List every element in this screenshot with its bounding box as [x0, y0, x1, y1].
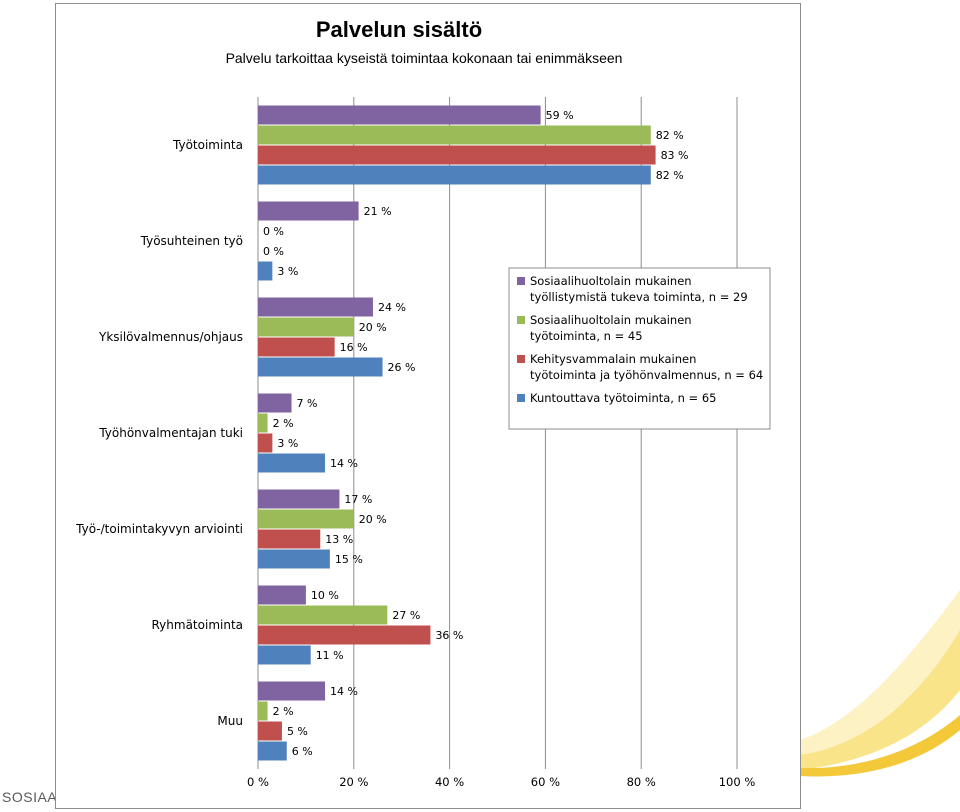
category-label-tyohonvalmentajan-tuki: Työhönvalmentajan tuki	[98, 426, 243, 440]
bars	[258, 105, 656, 761]
legend-entry-2-line-2: työtoiminta, n = 45	[530, 329, 643, 343]
decor-swoosh-mid	[800, 630, 960, 770]
legend-entry-2-line-1: Sosiaalihuoltolain mukainen	[530, 313, 692, 327]
legend-box	[508, 267, 771, 430]
bar-tyo-toimintakyvyn-arviointi-series-4	[258, 549, 330, 569]
chart-frame: Palvelun sisältö Palvelu tarkoittaa kyse…	[55, 3, 801, 809]
category-labels: Työtoiminta Työsuhteinen työ Yksilövalmenn…	[75, 138, 243, 728]
data-label: 10 %	[311, 589, 339, 602]
data-label: 0 %	[263, 225, 284, 238]
bar-yksilovalmennus-ohjaus-series-2	[258, 317, 354, 337]
data-labels: 59 % 82 % 83 % 82 % 21 % 0 % 0 % 3 % 24 % 20 % 16 …	[263, 109, 689, 758]
category-label-ryhmatoiminta: Ryhmätoiminta	[152, 618, 244, 632]
data-label: 14 %	[330, 685, 358, 698]
data-label: 24 %	[378, 301, 406, 314]
bar-tyohonvalmentajan-tuki-series-2	[258, 413, 268, 433]
bar-tyohonvalmentajan-tuki-series-4	[258, 453, 326, 473]
data-label: 3 %	[277, 265, 298, 278]
bar-ryhmatoiminta-series-1	[258, 585, 306, 605]
bar-yksilovalmennus-ohjaus-series-1	[258, 297, 373, 317]
bar-yksilovalmennus-ohjaus-series-3	[258, 337, 335, 357]
bar-ryhmatoiminta-series-3	[258, 625, 431, 645]
x-tick-label: 100 %	[719, 775, 756, 789]
bar-ryhmatoiminta-series-2	[258, 605, 388, 625]
legend-entry-4-line-1: Kuntouttava työtoiminta, n = 65	[530, 391, 716, 405]
legend-swatch-1	[517, 277, 525, 285]
data-label: 20 %	[359, 513, 387, 526]
gridlines	[257, 97, 738, 769]
legend-entry-3-line-2: työtoiminta ja työhönvalmennus, n = 64	[530, 368, 763, 382]
bar-muu-series-4	[258, 741, 287, 761]
data-label: 27 %	[392, 609, 420, 622]
data-label: 59 %	[546, 109, 574, 122]
legend-entry-1-line-1: Sosiaalihuoltolain mukainen	[530, 274, 692, 288]
data-label: 20 %	[359, 321, 387, 334]
data-label: 11 %	[316, 649, 344, 662]
legend-swatch-2	[517, 316, 525, 324]
bar-tyo-toimintakyvyn-arviointi-series-3	[258, 529, 321, 549]
data-label: 82 %	[656, 129, 684, 142]
data-label: 6 %	[292, 745, 313, 758]
x-tick-label: 40 %	[435, 775, 464, 789]
legend-entry-1-line-2: työllistymistä tukeva toiminta, n = 29	[530, 290, 748, 304]
category-label-muu: Muu	[217, 714, 243, 728]
decor-swoosh-light	[800, 590, 960, 760]
category-label-tyotoiminta: Työtoiminta	[172, 138, 243, 152]
category-label-tyosuhteinen-tyo: Työsuhteinen työ	[140, 234, 243, 248]
bar-tyosuhteinen-tyo-series-4	[258, 261, 273, 281]
bar-tyohonvalmentajan-tuki-series-3	[258, 433, 273, 453]
legend: Sosiaalihuoltolain mukainen työllistymist…	[508, 267, 771, 430]
bar-yksilovalmennus-ohjaus-series-4	[258, 357, 383, 377]
legend-entry-3-line-1: Kehitysvammalain mukainen	[530, 352, 696, 366]
x-axis-tick-labels: 0 % 20 % 40 % 60 % 80 % 100 %	[247, 775, 755, 789]
bar-muu-series-2	[258, 701, 268, 721]
chart-subtitle: Palvelu tarkoittaa kyseistä toimintaa ko…	[226, 50, 623, 66]
x-tick-label: 60 %	[531, 775, 560, 789]
legend-swatch-4	[517, 394, 525, 402]
data-label: 3 %	[277, 437, 298, 450]
footer-text: SOSIAALI	[2, 789, 55, 805]
data-label: 16 %	[340, 341, 368, 354]
bar-tyohonvalmentajan-tuki-series-1	[258, 393, 292, 413]
data-label: 21 %	[364, 205, 392, 218]
data-label: 82 %	[656, 169, 684, 182]
data-label: 2 %	[273, 417, 294, 430]
data-label: 13 %	[325, 533, 353, 546]
data-label: 17 %	[344, 493, 372, 506]
bar-tyo-toimintakyvyn-arviointi-series-1	[258, 489, 340, 509]
data-label: 15 %	[335, 553, 363, 566]
decor-swoosh-dark	[800, 715, 960, 777]
category-label-yksilovalmennus-ohjaus: Yksilövalmennus/ohjaus	[98, 330, 243, 344]
data-label: 2 %	[273, 705, 294, 718]
legend-swatch-3	[517, 355, 525, 363]
bar-ryhmatoiminta-series-4	[258, 645, 311, 665]
data-label: 0 %	[263, 245, 284, 258]
data-label: 26 %	[388, 361, 416, 374]
bar-tyotoiminta-series-1	[258, 105, 541, 125]
chart-title: Palvelun sisältö	[316, 17, 482, 42]
data-label: 36 %	[435, 629, 463, 642]
bar-muu-series-3	[258, 721, 282, 741]
bar-tyotoiminta-series-3	[258, 145, 656, 165]
bar-muu-series-1	[258, 681, 326, 701]
bar-tyotoiminta-series-2	[258, 125, 651, 145]
data-label: 14 %	[330, 457, 358, 470]
x-tick-label: 20 %	[339, 775, 368, 789]
x-tick-label: 0 %	[247, 775, 269, 789]
bar-tyo-toimintakyvyn-arviointi-series-2	[258, 509, 354, 529]
data-label: 83 %	[661, 149, 689, 162]
category-label-tyo-toimintakyvyn-arviointi: Työ-/toimintakyvyn arviointi	[75, 522, 243, 536]
data-label: 7 %	[297, 397, 318, 410]
bar-chart: Palvelun sisältö Palvelu tarkoittaa kyse…	[75, 17, 771, 789]
x-tick-label: 80 %	[627, 775, 656, 789]
data-label: 5 %	[287, 725, 308, 738]
bar-tyosuhteinen-tyo-series-1	[258, 201, 359, 221]
bar-tyotoiminta-series-4	[258, 165, 651, 185]
